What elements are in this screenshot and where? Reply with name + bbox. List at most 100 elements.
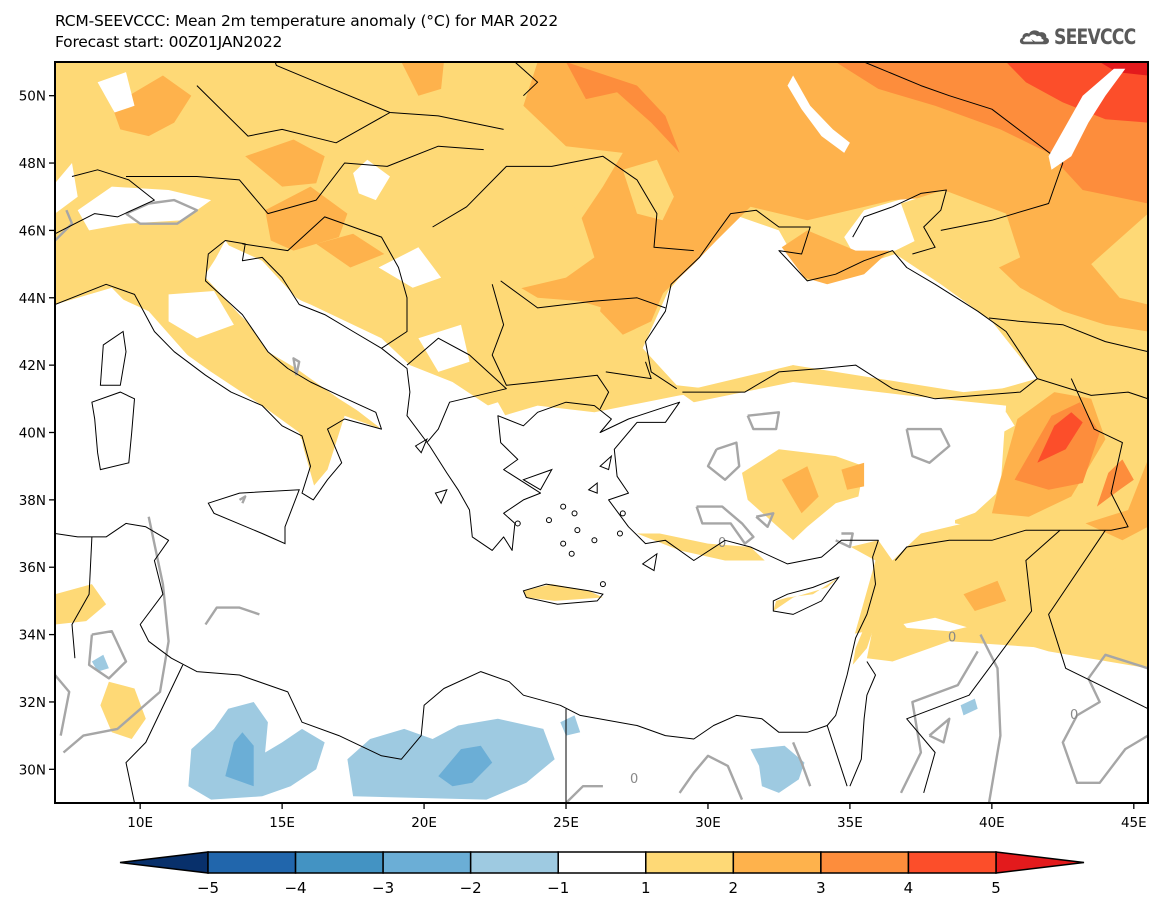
white-gap-france xyxy=(55,163,78,214)
border-ro-ua xyxy=(432,155,694,252)
lat-tick-label: 36N xyxy=(19,560,46,576)
anomaly-minus-1-2-jordan xyxy=(960,698,978,716)
zero-contour-saudi xyxy=(979,634,1002,803)
anomaly-minus-1-2-libya-egypt-border xyxy=(560,715,581,736)
colorbar-bin xyxy=(732,851,822,874)
forecast-start: Forecast start: 00Z01JAN2022 xyxy=(55,33,283,51)
white-gap-serbia xyxy=(378,247,442,288)
map-area: 0 0 0 0 xyxy=(55,62,1148,803)
anomaly-2-3-bulgaria xyxy=(600,270,666,335)
lon-tick-label: 35E xyxy=(837,815,863,831)
white-gap-hungary xyxy=(353,159,390,201)
sicily-outline xyxy=(207,489,300,545)
chios-outline xyxy=(587,481,598,494)
zero-contour-anatolia-1 xyxy=(706,441,741,481)
anomaly-1-2-levant xyxy=(866,550,1148,669)
kefalonia-outline xyxy=(434,489,448,505)
anomaly-minus-2-3-libya-west xyxy=(225,732,254,787)
zero-contour-anatolia-4 xyxy=(755,512,775,528)
lon-tick-label: 25E xyxy=(553,815,579,831)
anomaly-1-2-moldova xyxy=(622,159,674,221)
colorbar-bin xyxy=(294,851,384,874)
volga-river xyxy=(1048,68,1126,170)
zero-contour-egypt-2 xyxy=(565,785,603,803)
anomaly-2-3-austria xyxy=(245,139,325,187)
zero-contours: 0 0 0 0 xyxy=(55,198,1148,803)
aegean-island xyxy=(619,510,626,517)
anomaly-minus-1-2-libya-west xyxy=(188,702,325,800)
lat-tick-label: 50N xyxy=(19,89,46,105)
border-tr-ge xyxy=(1037,378,1148,400)
anomaly-1-2-romania xyxy=(461,169,595,291)
zero-contour-algeria-west xyxy=(55,674,71,736)
zero-contour-jordan-loop xyxy=(928,717,951,744)
colorbar-label: 3 xyxy=(816,879,826,897)
anomaly-minus-2-3-libya-east xyxy=(438,745,493,787)
zero-contour-tunisia-east xyxy=(204,606,260,626)
lat-tick-label: 34N xyxy=(19,628,46,644)
colorbar-label: 5 xyxy=(991,879,1001,897)
zero-contour-algeria xyxy=(87,630,128,680)
colorbar-bin xyxy=(207,851,297,874)
anomaly-minus-1-2-egypt xyxy=(750,745,805,793)
dnieper-reservoir xyxy=(787,75,850,153)
zero-contour-jordan xyxy=(899,650,979,794)
aegean-island xyxy=(560,540,567,547)
anomaly-1-2-algeria xyxy=(100,681,146,739)
cloud-icon xyxy=(1019,30,1049,45)
black-sea-coastline xyxy=(645,209,1038,400)
border-tr-sy-iq xyxy=(894,378,1129,561)
aegean-island xyxy=(560,503,567,510)
colorbar-extend-min xyxy=(119,851,209,874)
zero-contour-anatolia-south xyxy=(695,505,755,545)
lat-tick-label: 42N xyxy=(19,358,46,374)
colorbar-bin xyxy=(907,851,997,874)
border-al-mk xyxy=(406,337,507,443)
lon-tick-label: 20E xyxy=(411,815,437,831)
anomaly-1-2-lebanon xyxy=(852,594,879,665)
longitude-axis: 10E 15E 20E 25E 30E 35E 40E 45E xyxy=(127,803,1147,831)
corsica-outline xyxy=(99,330,127,386)
lon-tick-label: 40E xyxy=(979,815,1005,831)
aegean-island xyxy=(568,550,575,557)
zero-contour-west-alps xyxy=(55,209,74,242)
border-hr-rs xyxy=(242,216,408,349)
white-gap-peloponnese xyxy=(475,499,504,541)
coastlines-borders xyxy=(55,62,1148,803)
anomaly-2-3-poland xyxy=(401,62,444,96)
colorbar-label: −2 xyxy=(460,879,482,897)
anomaly-4-5-east-turkey xyxy=(1037,412,1083,463)
anomaly-1-2-crete xyxy=(523,584,603,601)
lon-tick-label: 45E xyxy=(1121,815,1147,831)
border-eg-il xyxy=(826,725,848,787)
colorbar-label: 1 xyxy=(641,879,651,897)
aegean-island xyxy=(574,527,581,534)
border-iq-sa xyxy=(1048,529,1148,710)
white-gap-kosovo xyxy=(418,324,470,372)
lat-tick-label: 48N xyxy=(19,156,46,172)
anomaly-2-3-germany xyxy=(111,75,192,137)
latitude-axis: 50N 48N 46N 44N 42N 40N 38N 36N 34N 32N 30N xyxy=(19,89,55,778)
lat-tick-label: 38N xyxy=(19,493,46,509)
anomaly-2-3-iraq-north xyxy=(1085,459,1148,541)
border-ch xyxy=(55,169,155,235)
anomaly-2-3-anatolia-west xyxy=(781,466,819,514)
zero-contour-tunisia xyxy=(62,516,170,754)
mediterranean-coastline xyxy=(55,240,879,760)
north-africa-white xyxy=(55,533,1148,803)
zero-contour-alps xyxy=(125,198,199,225)
border-il-jo xyxy=(849,661,876,787)
rhodes-outline xyxy=(641,552,658,572)
anomaly-minus-1-2-libya-east xyxy=(347,718,555,800)
colorbar-label: 2 xyxy=(729,879,739,897)
aegean-island xyxy=(616,530,623,537)
aegean-island xyxy=(571,510,578,517)
lat-tick-label: 44N xyxy=(19,291,46,307)
border-ru-ge xyxy=(988,317,1148,353)
colorbar-bin xyxy=(645,851,735,874)
contour-label: 0 xyxy=(948,630,956,645)
colorbar-extend-max xyxy=(995,851,1085,874)
lesbos-outline xyxy=(599,454,613,471)
seevccc-logo: SEEVCCC xyxy=(1018,22,1153,52)
